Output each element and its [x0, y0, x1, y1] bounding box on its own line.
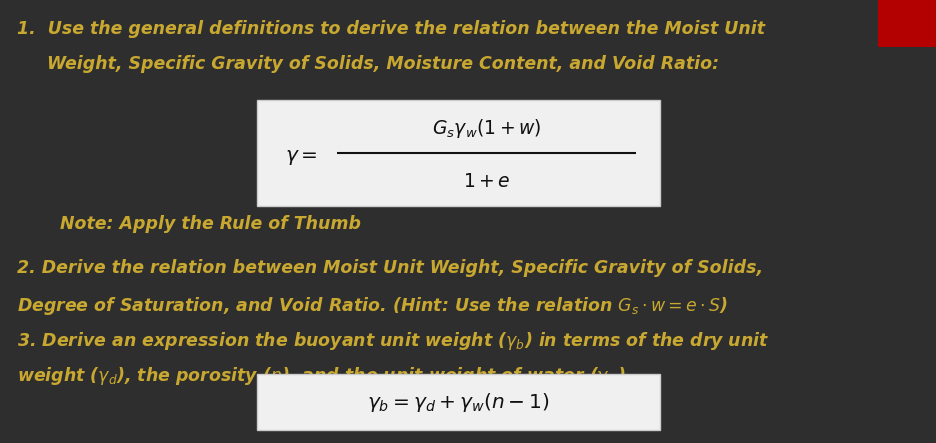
Text: Degree of Saturation, and Void Ratio. (Hint: Use the relation $G_s \cdot w = e \: Degree of Saturation, and Void Ratio. (H… — [17, 295, 728, 317]
Text: $\gamma =$: $\gamma =$ — [285, 148, 318, 167]
FancyBboxPatch shape — [257, 100, 660, 206]
Text: $G_s\gamma_w(1+w)$: $G_s\gamma_w(1+w)$ — [431, 117, 542, 140]
FancyBboxPatch shape — [878, 0, 936, 47]
Text: 2. Derive the relation between Moist Unit Weight, Specific Gravity of Solids,: 2. Derive the relation between Moist Uni… — [17, 259, 763, 277]
Text: $1+e$: $1+e$ — [463, 172, 510, 191]
Text: Note: Apply the Rule of Thumb: Note: Apply the Rule of Thumb — [42, 215, 361, 233]
Text: weight ($\gamma_d$), the porosity ($n$), and the unit weight of water ($\gamma_w: weight ($\gamma_d$), the porosity ($n$),… — [17, 365, 632, 388]
Text: 3. Derive an expression the buoyant unit weight ($\gamma_b$) in terms of the dry: 3. Derive an expression the buoyant unit… — [17, 330, 769, 352]
Text: $\gamma_b = \gamma_d + \gamma_w(n - 1)$: $\gamma_b = \gamma_d + \gamma_w(n - 1)$ — [368, 391, 549, 413]
FancyBboxPatch shape — [257, 374, 660, 430]
Text: Weight, Specific Gravity of Solids, Moisture Content, and Void Ratio:: Weight, Specific Gravity of Solids, Mois… — [17, 55, 719, 74]
Text: 1.  Use the general definitions to derive the relation between the Moist Unit: 1. Use the general definitions to derive… — [17, 20, 765, 38]
